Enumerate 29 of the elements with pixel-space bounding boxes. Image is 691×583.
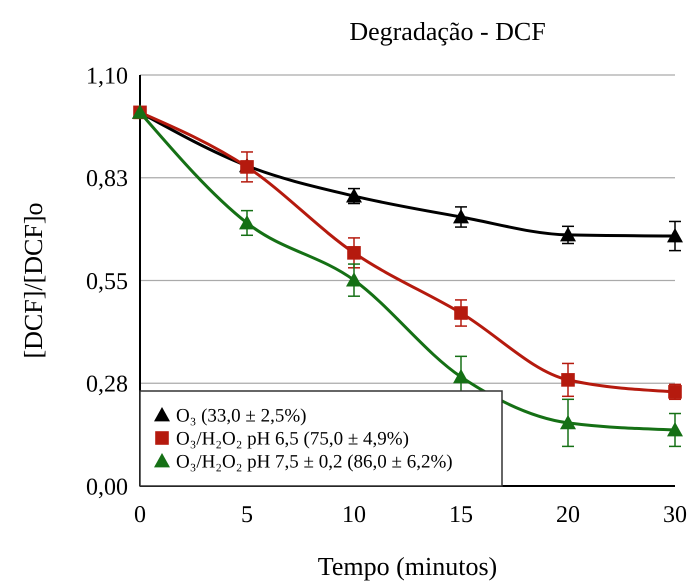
point	[453, 208, 469, 224]
legend-label: O₃ (33,0 ± 2,5%)	[176, 406, 307, 427]
y-tick-label: 0,28	[86, 372, 128, 398]
chart-title: Degradação - DCF	[349, 17, 546, 46]
point	[667, 228, 683, 242]
point	[239, 214, 255, 230]
y-tick-label: 0,55	[86, 268, 128, 295]
point	[346, 272, 362, 287]
x-tick-label: 0	[134, 502, 146, 528]
y-axis-title: [DCF]/[DCF]o	[19, 202, 48, 359]
x-tick-label: 30	[663, 502, 687, 528]
point	[560, 226, 576, 242]
y-tick-label: 0,83	[86, 166, 128, 192]
x-tick-label: 10	[342, 502, 366, 528]
x-tick-label: 5	[241, 502, 253, 528]
point	[560, 414, 576, 430]
x-tick-label: 15	[449, 502, 473, 528]
point	[454, 306, 468, 320]
legend-label: O₃/H₂O₂ pH 6,5 (75,0 ± 4,9%)	[176, 428, 409, 450]
point	[347, 246, 361, 260]
y-tick-label: 1,10	[86, 63, 128, 90]
x-axis-title: Tempo (minutos)	[318, 552, 498, 581]
point	[240, 160, 254, 174]
legend-label: O₃/H₂O₂ pH 7,5 ± 0,2 (86,0 ± 6,2%)	[176, 452, 453, 473]
point	[667, 422, 683, 436]
x-tick-label: 20	[556, 502, 580, 528]
point	[453, 368, 469, 384]
y-tick-label: 0,00	[86, 474, 128, 500]
point	[561, 373, 575, 387]
